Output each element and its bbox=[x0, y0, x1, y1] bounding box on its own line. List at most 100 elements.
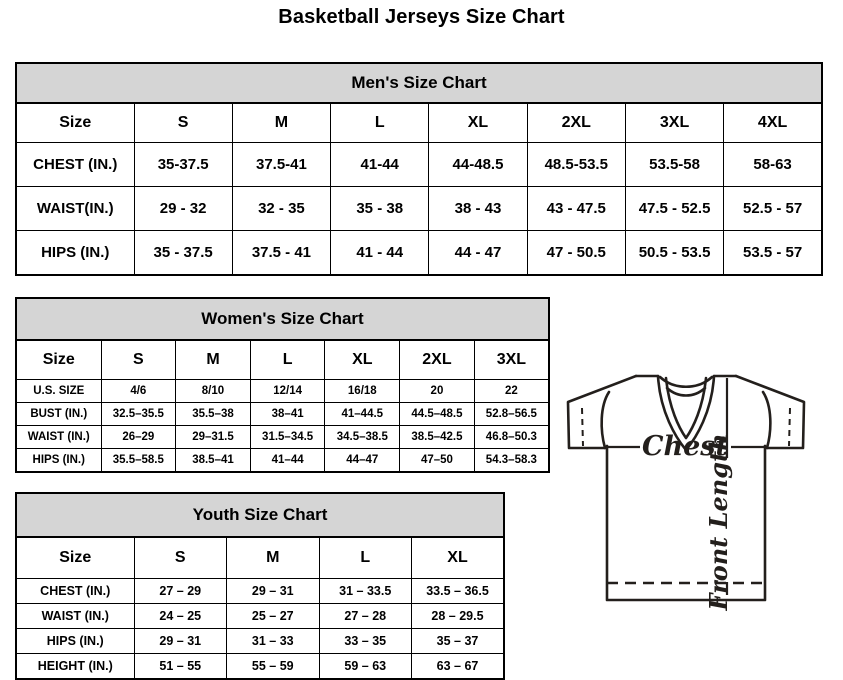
youth-row-label-height: HEIGHT (IN.) bbox=[15, 653, 135, 680]
mens-col-header-m: M bbox=[231, 102, 332, 143]
table-cell: 27 – 28 bbox=[318, 603, 412, 629]
mens-header-row: Size S M L XL 2XL 3XL 4XL bbox=[15, 102, 823, 143]
womens-col-header-2xl: 2XL bbox=[399, 339, 475, 380]
table-cell: 44-48.5 bbox=[428, 142, 528, 187]
table-cell: 35.5–38 bbox=[175, 402, 251, 426]
youth-row-label-hips: HIPS (IN.) bbox=[15, 628, 135, 654]
youth-col-header-l: L bbox=[318, 536, 412, 579]
front-length-dimension-label: Front Length bbox=[704, 433, 733, 611]
womens-col-header-s: S bbox=[100, 339, 177, 380]
table-row: WAIST (IN.) 26–29 29–31.5 31.5–34.5 34.5… bbox=[15, 425, 550, 449]
mens-row-label-hips: HIPS (IN.) bbox=[15, 230, 135, 276]
table-cell: 31 – 33.5 bbox=[318, 578, 412, 604]
table-row: U.S. SIZE 4/6 8/10 12/14 16/18 20 22 bbox=[15, 379, 550, 403]
table-cell: 35 – 37 bbox=[411, 628, 505, 654]
table-cell: 35 - 38 bbox=[330, 186, 430, 231]
jersey-measurement-diagram: Chest Front Length bbox=[548, 350, 838, 650]
table-row: WAIST(IN.) 29 - 32 32 - 35 35 - 38 38 - … bbox=[15, 186, 823, 231]
table-row: HIPS (IN.) 35 - 37.5 37.5 - 41 41 - 44 4… bbox=[15, 230, 823, 276]
table-cell: 50.5 - 53.5 bbox=[624, 230, 725, 276]
table-cell: 31.5–34.5 bbox=[249, 425, 326, 449]
table-cell: 59 – 63 bbox=[318, 653, 412, 680]
mens-col-header-xl: XL bbox=[428, 102, 528, 143]
womens-row-label-us-size: U.S. SIZE bbox=[15, 379, 102, 403]
womens-row-label-waist: WAIST (IN.) bbox=[15, 425, 102, 449]
table-cell: 41–44.5 bbox=[324, 402, 401, 426]
table-row: BUST (IN.) 32.5–35.5 35.5–38 38–41 41–44… bbox=[15, 402, 550, 426]
table-cell: 54.3–58.3 bbox=[473, 448, 550, 473]
mens-chart-caption-row: Men's Size Chart bbox=[15, 62, 823, 104]
table-cell: 22 bbox=[473, 379, 550, 403]
table-cell: 29 – 31 bbox=[133, 628, 227, 654]
table-cell: 41-44 bbox=[330, 142, 430, 187]
table-cell: 25 – 27 bbox=[226, 603, 320, 629]
table-cell: 47–50 bbox=[399, 448, 475, 473]
womens-col-header-l: L bbox=[249, 339, 326, 380]
table-row: HIPS (IN.) 29 – 31 31 – 33 33 – 35 35 – … bbox=[15, 628, 505, 654]
table-cell: 47 - 50.5 bbox=[526, 230, 626, 276]
youth-chart-caption-row: Youth Size Chart bbox=[15, 492, 505, 538]
womens-col-header-3xl: 3XL bbox=[473, 339, 550, 380]
mens-col-header-size: Size bbox=[15, 102, 135, 143]
table-cell: 29–31.5 bbox=[175, 425, 251, 449]
table-cell: 16/18 bbox=[324, 379, 401, 403]
table-cell: 31 – 33 bbox=[226, 628, 320, 654]
mens-col-header-3xl: 3XL bbox=[624, 102, 725, 143]
table-row: HIPS (IN.) 35.5–58.5 38.5–41 41–44 44–47… bbox=[15, 448, 550, 473]
table-cell: 53.5 - 57 bbox=[723, 230, 823, 276]
table-cell: 37.5-41 bbox=[231, 142, 332, 187]
mens-row-label-waist: WAIST(IN.) bbox=[15, 186, 135, 231]
table-cell: 44–47 bbox=[324, 448, 401, 473]
table-cell: 38.5–41 bbox=[175, 448, 251, 473]
table-cell: 52.5 - 57 bbox=[723, 186, 823, 231]
chest-dimension-label: Chest bbox=[642, 431, 728, 462]
table-cell: 44.5–48.5 bbox=[399, 402, 475, 426]
womens-col-header-size: Size bbox=[15, 339, 102, 380]
mens-col-header-2xl: 2XL bbox=[526, 102, 626, 143]
table-cell: 35 - 37.5 bbox=[133, 230, 233, 276]
table-cell: 20 bbox=[399, 379, 475, 403]
table-cell: 46.8–50.3 bbox=[473, 425, 550, 449]
womens-col-header-xl: XL bbox=[324, 339, 401, 380]
table-row: WAIST (IN.) 24 – 25 25 – 27 27 – 28 28 –… bbox=[15, 603, 505, 629]
youth-col-header-s: S bbox=[133, 536, 227, 579]
table-cell: 53.5-58 bbox=[624, 142, 725, 187]
table-cell: 48.5-53.5 bbox=[526, 142, 626, 187]
table-cell: 8/10 bbox=[175, 379, 251, 403]
table-row: CHEST (IN.) 27 – 29 29 – 31 31 – 33.5 33… bbox=[15, 578, 505, 604]
table-cell: 4/6 bbox=[100, 379, 177, 403]
table-cell: 41 - 44 bbox=[330, 230, 430, 276]
table-cell: 44 - 47 bbox=[428, 230, 528, 276]
youth-size-chart-table: Youth Size Chart Size S M L XL CHEST (IN… bbox=[15, 492, 505, 680]
mens-col-header-s: S bbox=[133, 102, 233, 143]
womens-chart-caption: Women's Size Chart bbox=[15, 297, 550, 341]
table-cell: 12/14 bbox=[249, 379, 326, 403]
table-cell: 28 – 29.5 bbox=[411, 603, 505, 629]
table-cell: 51 – 55 bbox=[133, 653, 227, 680]
table-cell: 24 – 25 bbox=[133, 603, 227, 629]
youth-row-label-chest: CHEST (IN.) bbox=[15, 578, 135, 604]
table-cell: 43 - 47.5 bbox=[526, 186, 626, 231]
table-cell: 26–29 bbox=[100, 425, 177, 449]
jersey-outline-icon bbox=[566, 374, 806, 602]
womens-header-row: Size S M L XL 2XL 3XL bbox=[15, 339, 550, 380]
mens-row-label-chest: CHEST (IN.) bbox=[15, 142, 135, 187]
youth-col-header-xl: XL bbox=[411, 536, 505, 579]
table-cell: 52.8–56.5 bbox=[473, 402, 550, 426]
youth-row-label-waist: WAIST (IN.) bbox=[15, 603, 135, 629]
table-row: HEIGHT (IN.) 51 – 55 55 – 59 59 – 63 63 … bbox=[15, 653, 505, 680]
table-cell: 38 - 43 bbox=[428, 186, 528, 231]
womens-chart-caption-row: Women's Size Chart bbox=[15, 297, 550, 341]
womens-size-chart-table: Women's Size Chart Size S M L XL 2XL 3XL… bbox=[15, 297, 550, 473]
table-cell: 38–41 bbox=[249, 402, 326, 426]
table-cell: 38.5–42.5 bbox=[399, 425, 475, 449]
table-cell: 34.5–38.5 bbox=[324, 425, 401, 449]
table-cell: 41–44 bbox=[249, 448, 326, 473]
table-cell: 33 – 35 bbox=[318, 628, 412, 654]
table-cell: 27 – 29 bbox=[133, 578, 227, 604]
page-title: Basketball Jerseys Size Chart bbox=[278, 6, 565, 28]
table-cell: 29 - 32 bbox=[133, 186, 233, 231]
youth-header-row: Size S M L XL bbox=[15, 536, 505, 579]
womens-row-label-bust: BUST (IN.) bbox=[15, 402, 102, 426]
table-cell: 55 – 59 bbox=[226, 653, 320, 680]
